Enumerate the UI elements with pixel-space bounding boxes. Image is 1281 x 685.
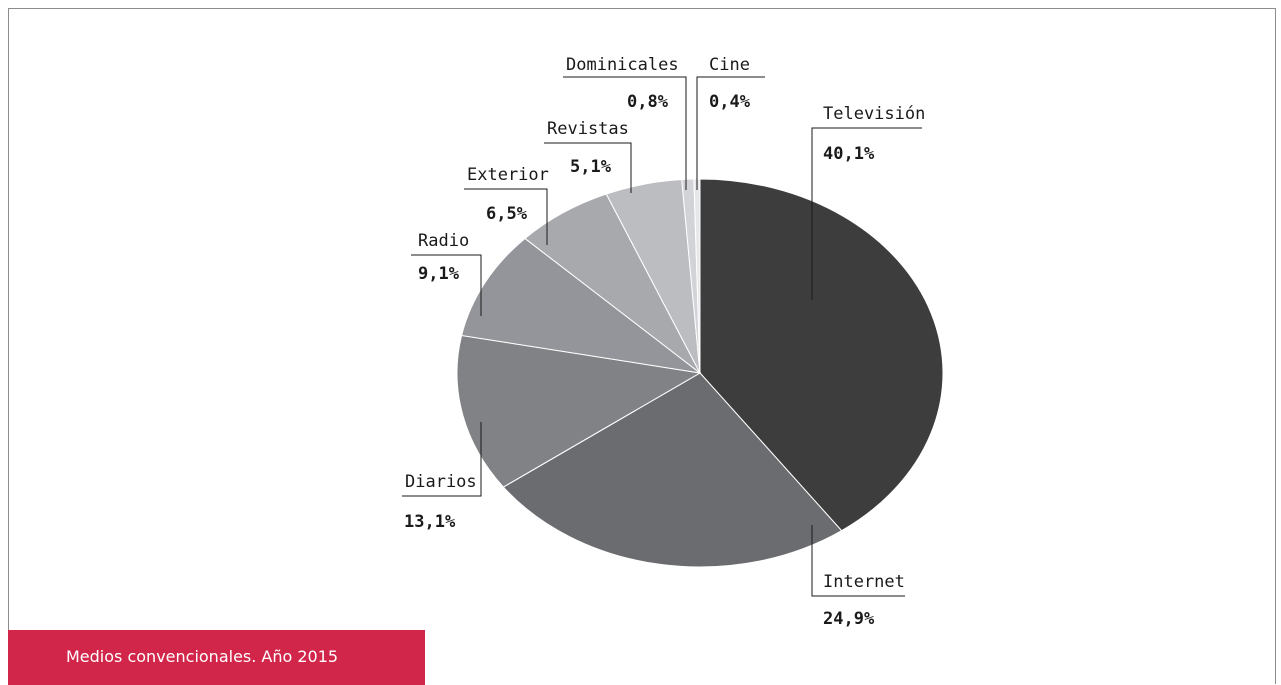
label-group-cine: Cine 0,4%: [696, 55, 765, 190]
leader-line-internet: [811, 525, 905, 597]
leader-line-revistas: [544, 142, 632, 193]
slice-value-dominicales: 0,8%: [627, 92, 669, 112]
slice-label-exterior: Exterior: [467, 165, 549, 185]
pie-slice-television: [699, 178, 944, 532]
label-group-radio: Radio 9,1%: [411, 231, 482, 316]
slice-label-revistas: Revistas: [547, 119, 629, 139]
slice-value-radio: 9,1%: [418, 264, 460, 284]
slice-value-exterior: 6,5%: [486, 204, 528, 224]
label-group-exterior: Exterior 6,5%: [464, 165, 549, 245]
leader-line-diarios: [402, 422, 482, 497]
slice-label-diarios: Diarios: [405, 472, 477, 492]
slice-value-revistas: 5,1%: [570, 157, 612, 177]
chart-frame: [8, 8, 1276, 684]
leader-line-cine: [696, 76, 765, 190]
pie-slices: [456, 178, 944, 568]
slice-value-internet: 24,9%: [823, 609, 875, 629]
slice-label-dominicales: Dominicales: [566, 55, 679, 75]
label-group-television: Televisión 40,1%: [811, 104, 925, 300]
slice-value-diarios: 13,1%: [404, 512, 456, 532]
label-group-diarios: Diarios 13,1%: [402, 422, 482, 532]
leader-line-radio: [411, 254, 482, 316]
slice-label-television: Televisión: [823, 104, 925, 124]
slice-label-internet: Internet: [823, 572, 905, 592]
label-group-internet: Internet 24,9%: [811, 525, 905, 629]
leader-line-television: [811, 127, 922, 300]
chart-caption: Medios convencionales. Año 2015: [8, 630, 425, 685]
slice-value-cine: 0,4%: [709, 92, 751, 112]
slice-label-radio: Radio: [418, 231, 469, 251]
label-group-revistas: Revistas 5,1%: [544, 119, 632, 193]
pie-slice-internet: [502, 372, 843, 568]
slice-label-cine: Cine: [709, 55, 750, 75]
slice-value-television: 40,1%: [823, 144, 875, 164]
leader-line-exterior: [464, 188, 548, 245]
pie-slice-radio: [460, 237, 701, 374]
pie-slice-diarios: [456, 334, 702, 488]
leader-line-dominicales: [563, 76, 687, 190]
label-group-dominicales: Dominicales 0,8%: [563, 55, 687, 190]
